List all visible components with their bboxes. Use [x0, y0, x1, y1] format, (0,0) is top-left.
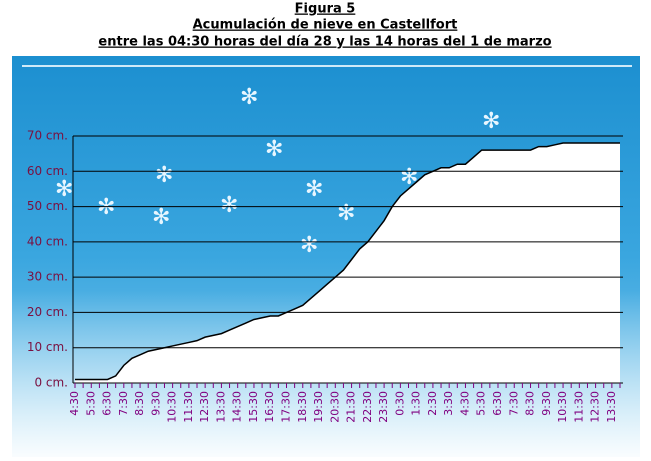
snowflakes: ✻✻✻✻ ✻ ✻✻ ✻ ✻ ✻✻✻: [55, 85, 500, 258]
svg-text:✻: ✻: [152, 205, 170, 230]
svg-text:✻: ✻: [265, 137, 283, 162]
chart-subtitle: Acumulación de nieve en Castellfort: [193, 18, 458, 33]
svg-text:✻: ✻: [155, 163, 173, 188]
x-tick-label: 2:30: [426, 391, 439, 416]
svg-text:✻: ✻: [305, 177, 323, 202]
svg-text:✻: ✻: [220, 193, 238, 218]
x-tick-label: 5:30: [84, 391, 97, 416]
x-tick-label: 1:30: [410, 391, 423, 416]
x-tick-label: 7:30: [117, 391, 130, 416]
x-tick-label: 14:30: [231, 391, 244, 423]
x-tick-label: 7:30: [507, 391, 520, 416]
x-tick-label: 17:30: [279, 391, 292, 423]
chart-subtitle: entre las 04:30 horas del día 28 y las 1…: [98, 35, 551, 50]
x-tick-label: 13:30: [605, 391, 618, 423]
area-fill: [75, 143, 620, 383]
svg-text:✻: ✻: [240, 85, 258, 110]
x-tick-label: 22:30: [361, 391, 374, 423]
y-tick-label: 0 cm.: [34, 376, 68, 390]
x-tick-label: 16:30: [263, 391, 276, 423]
x-tick-label: 12:30: [198, 391, 211, 423]
x-tick-label: 21:30: [345, 391, 358, 423]
svg-text:✻: ✻: [300, 233, 318, 258]
x-tick-label: 11:30: [182, 391, 195, 423]
svg-text:✻: ✻: [482, 109, 500, 134]
x-tick-label: 8:30: [133, 391, 146, 416]
x-tick-label: 13:30: [214, 391, 227, 423]
x-tick-label: 6:30: [101, 391, 114, 416]
x-tick-label: 9:30: [149, 391, 162, 416]
x-tick-label: 0:30: [393, 391, 406, 416]
x-tick-label: 23:30: [377, 391, 390, 423]
x-tick-label: 18:30: [296, 391, 309, 423]
x-tick-label: 6:30: [491, 391, 504, 416]
y-tick-label: 70 cm.: [27, 129, 68, 143]
x-tick-label: 19:30: [312, 391, 325, 423]
x-tick-label: 15:30: [247, 391, 260, 423]
y-tick-label: 40 cm.: [27, 234, 68, 248]
x-tick-label: 8:30: [524, 391, 537, 416]
x-tick-label: 10:30: [556, 391, 569, 423]
x-tick-label: 20:30: [328, 391, 341, 423]
y-tick-label: 10 cm.: [27, 340, 68, 354]
x-tick-label: 4:30: [68, 391, 81, 416]
x-tick-label: 5:30: [475, 391, 488, 416]
y-tick-label: 20 cm.: [27, 305, 68, 319]
svg-text:✻: ✻: [55, 177, 73, 202]
x-tick-label: 10:30: [166, 391, 179, 423]
y-tick-label: 50 cm.: [27, 199, 68, 213]
x-tick-label: 12:30: [589, 391, 602, 423]
svg-text:✻: ✻: [97, 195, 115, 220]
x-tick-label: 11:30: [572, 391, 585, 423]
x-tick-label: 9:30: [540, 391, 553, 416]
y-tick-label: 30 cm.: [27, 270, 68, 284]
chart-title: Figura 5: [295, 2, 356, 17]
x-tick-label: 3:30: [442, 391, 455, 416]
svg-text:✻: ✻: [337, 201, 355, 226]
x-tick-label: 4:30: [458, 391, 471, 416]
y-tick-label: 60 cm.: [27, 164, 68, 178]
